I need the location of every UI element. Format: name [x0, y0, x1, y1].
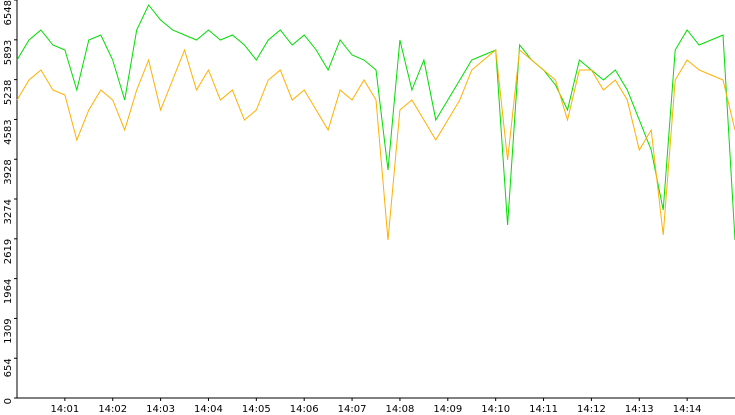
- x-tick-label: 14:14: [673, 404, 702, 415]
- x-tick-label: 14:06: [290, 404, 319, 415]
- x-tick-label: 14:02: [98, 404, 127, 415]
- y-tick-label: 654: [3, 358, 14, 377]
- y-tick-label: 4583: [3, 119, 14, 144]
- x-tick-label: 14:04: [194, 404, 223, 415]
- x-tick-label: 14:07: [338, 404, 367, 415]
- y-tick-label: 5893: [3, 40, 14, 65]
- x-tick-label: 14:08: [386, 404, 415, 415]
- x-tick-label: 14:03: [146, 404, 175, 415]
- series-line: [16, 48, 735, 241]
- x-tick-label: 14:10: [481, 404, 510, 415]
- x-tick-label: 14:09: [433, 404, 462, 415]
- y-tick-label: 2619: [3, 239, 14, 264]
- x-tick-label: 14:12: [577, 404, 606, 415]
- y-tick-label: 5238: [3, 80, 14, 105]
- y-tick-label: 1964: [3, 279, 14, 304]
- x-tick-label: 14:01: [50, 404, 79, 415]
- x-tick-label: 14:05: [242, 404, 271, 415]
- series-line: [16, 4, 735, 241]
- y-tick-label: 3274: [3, 199, 14, 224]
- y-tick-label: 0: [3, 398, 14, 404]
- x-tick-label: 14:13: [625, 404, 654, 415]
- x-tick-label: 14:11: [529, 404, 558, 415]
- y-tick-label: 1309: [3, 318, 14, 343]
- y-tick-label: 6548: [3, 0, 14, 25]
- y-tick-label: 3928: [3, 159, 14, 184]
